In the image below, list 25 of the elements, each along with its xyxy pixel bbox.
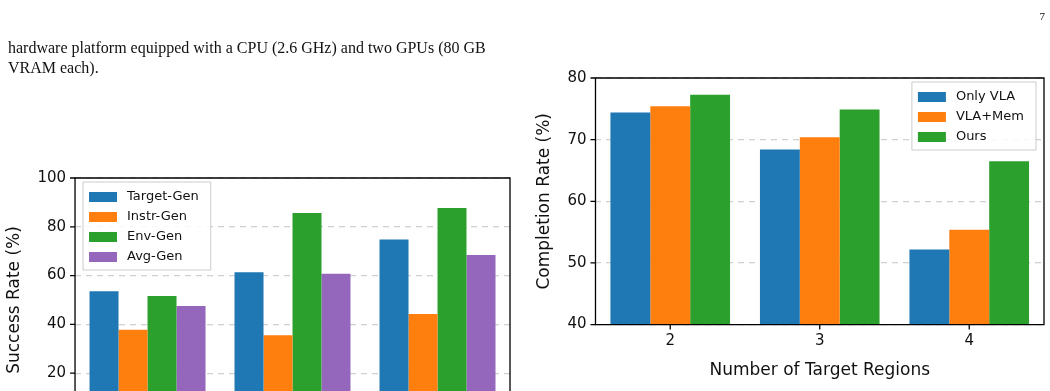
legend-label: VLA+Mem: [955, 108, 1025, 124]
legend-label: Env-Gen: [127, 228, 183, 244]
legend-label: Ours: [955, 128, 987, 144]
text: hardware platform equipped with a CPU (2.6 GHz) and two GPUs (80 GB VRAM each).: [8, 38, 487, 78]
y-tick-label: 80: [567, 67, 587, 86]
y-axis-title: Success Rate (%): [2, 226, 23, 374]
y-tick-label: 80: [46, 216, 67, 235]
y-tick-label: 50: [567, 252, 587, 271]
y-tick-label: 40: [567, 314, 587, 333]
legend-label: Instr-Gen: [127, 208, 187, 224]
legend-label: Avg-Gen: [127, 248, 183, 264]
y-axis-title: Completion Rate (%): [532, 113, 553, 290]
legend-label: Only VLA: [955, 88, 1016, 104]
x-tick-label: 2: [665, 331, 676, 350]
y-tick-label: 100: [37, 167, 67, 186]
y-tick-label: 60: [46, 265, 67, 284]
y-tick-label: 70: [567, 129, 587, 148]
x-tick-label: 3: [814, 331, 825, 350]
text: 7: [1038, 9, 1045, 24]
y-tick-label: 60: [567, 191, 587, 210]
x-axis-title: Number of Target Regions: [709, 359, 931, 380]
y-tick-label: 20: [46, 363, 67, 382]
x-tick-label: 4: [964, 331, 975, 350]
legend-label: Target-Gen: [126, 188, 199, 204]
y-tick-label: 40: [46, 314, 67, 333]
